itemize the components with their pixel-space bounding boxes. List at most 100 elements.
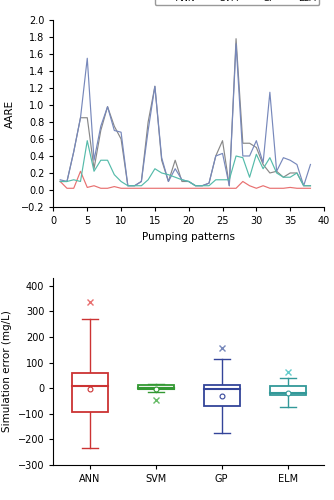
GP bbox=[214, 153, 218, 159]
X-axis label: Pumping patterns: Pumping patterns bbox=[142, 232, 235, 241]
GP bbox=[220, 150, 224, 156]
SVM bbox=[119, 186, 123, 192]
GP bbox=[112, 128, 116, 134]
GP bbox=[133, 182, 137, 188]
ANN bbox=[227, 182, 231, 188]
ANN bbox=[288, 170, 292, 176]
ANN bbox=[207, 180, 211, 186]
ELM bbox=[288, 174, 292, 180]
ANN bbox=[268, 170, 272, 176]
Bar bbox=[71, 374, 108, 412]
SVM bbox=[153, 186, 157, 192]
ANN bbox=[281, 174, 285, 180]
GP bbox=[247, 153, 252, 159]
ELM bbox=[160, 170, 164, 176]
SVM bbox=[234, 186, 238, 192]
ANN bbox=[146, 119, 150, 125]
SVM bbox=[72, 186, 76, 192]
SVM bbox=[268, 186, 272, 192]
SVM bbox=[173, 186, 177, 192]
ELM bbox=[227, 177, 231, 183]
GP bbox=[193, 182, 197, 188]
GP bbox=[227, 182, 231, 188]
ANN bbox=[139, 178, 143, 184]
GP bbox=[99, 123, 103, 129]
GP bbox=[187, 178, 191, 184]
SVM bbox=[295, 186, 299, 192]
Line: ANN: ANN bbox=[60, 38, 311, 186]
ANN bbox=[220, 138, 224, 143]
Y-axis label: AARE: AARE bbox=[5, 100, 15, 128]
GP bbox=[261, 160, 265, 166]
ELM bbox=[214, 177, 218, 183]
ANN bbox=[133, 182, 137, 188]
ANN bbox=[214, 153, 218, 159]
ANN bbox=[160, 157, 164, 163]
GP bbox=[119, 129, 123, 135]
ANN bbox=[85, 114, 89, 120]
ANN bbox=[261, 162, 265, 168]
GP bbox=[234, 41, 238, 47]
GP bbox=[275, 168, 279, 174]
Line: SVM: SVM bbox=[60, 172, 311, 188]
ELM bbox=[180, 177, 184, 183]
SVM bbox=[288, 184, 292, 190]
ANN bbox=[309, 182, 313, 188]
ANN bbox=[193, 182, 197, 188]
GP bbox=[160, 154, 164, 160]
ANN bbox=[180, 178, 184, 184]
ANN bbox=[65, 178, 69, 184]
GP bbox=[106, 104, 110, 110]
GP bbox=[173, 166, 177, 172]
ANN bbox=[295, 170, 299, 176]
ANN bbox=[99, 128, 103, 134]
SVM bbox=[309, 186, 313, 192]
ELM bbox=[295, 170, 299, 176]
SVM bbox=[133, 186, 137, 192]
SVM bbox=[261, 182, 265, 188]
SVM bbox=[200, 186, 204, 192]
ELM bbox=[220, 177, 224, 183]
ELM bbox=[126, 182, 130, 188]
SVM bbox=[220, 186, 224, 192]
GP bbox=[72, 148, 76, 154]
ELM bbox=[65, 178, 69, 184]
ANN bbox=[58, 178, 62, 184]
ELM bbox=[200, 182, 204, 188]
GP bbox=[288, 157, 292, 163]
SVM bbox=[187, 186, 191, 192]
Bar bbox=[270, 386, 306, 396]
ELM bbox=[241, 154, 245, 160]
ELM bbox=[106, 157, 110, 163]
ELM bbox=[85, 138, 89, 143]
ANN bbox=[173, 157, 177, 163]
GP bbox=[126, 182, 130, 188]
ANN bbox=[255, 144, 259, 150]
ANN bbox=[126, 182, 130, 188]
SVM bbox=[275, 186, 279, 192]
GP bbox=[302, 182, 306, 188]
ELM bbox=[302, 182, 306, 188]
GP bbox=[58, 177, 62, 183]
ANN bbox=[302, 182, 306, 188]
SVM bbox=[126, 186, 130, 192]
ELM bbox=[261, 166, 265, 172]
ELM bbox=[92, 168, 96, 174]
SVM bbox=[99, 186, 103, 192]
SVM bbox=[241, 178, 245, 184]
GP bbox=[268, 89, 272, 95]
GP bbox=[207, 180, 211, 186]
GP bbox=[92, 157, 96, 163]
SVM bbox=[65, 186, 69, 192]
Legend: ANN, SVM, GP, ELM: ANN, SVM, GP, ELM bbox=[155, 0, 319, 6]
ELM bbox=[193, 182, 197, 188]
GP bbox=[139, 178, 143, 184]
SVM bbox=[85, 184, 89, 190]
SVM bbox=[166, 186, 170, 192]
GP bbox=[166, 178, 170, 184]
Bar bbox=[138, 385, 174, 390]
Y-axis label: Simulation error (mg/L): Simulation error (mg/L) bbox=[2, 310, 12, 432]
ELM bbox=[234, 153, 238, 159]
ELM bbox=[78, 178, 82, 184]
ANN bbox=[112, 123, 116, 129]
